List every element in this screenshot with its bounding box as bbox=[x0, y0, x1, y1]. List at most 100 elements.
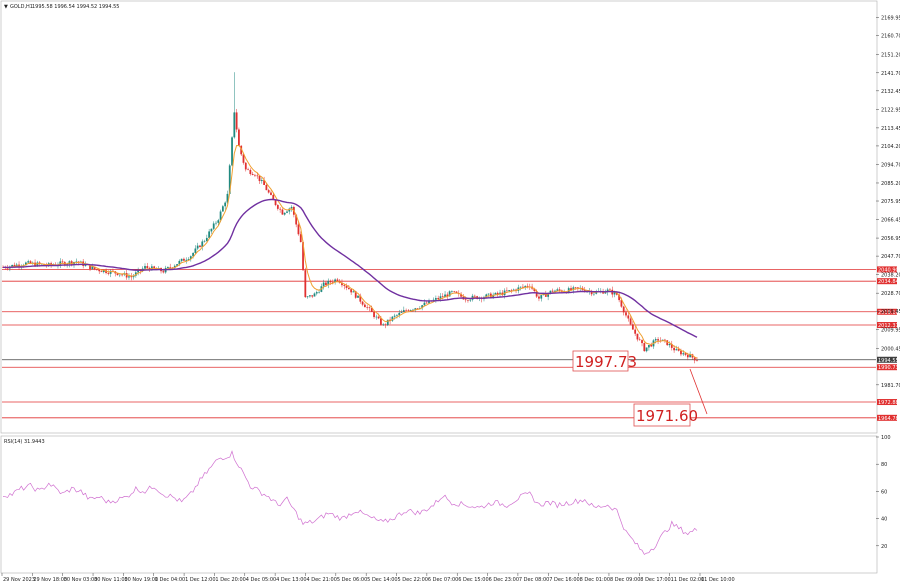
callout-1971-box bbox=[633, 403, 691, 427]
candle-body bbox=[393, 315, 396, 317]
candle-body bbox=[162, 271, 165, 273]
level-tag bbox=[877, 356, 897, 363]
rsi-label: RSI(14) 31.9443 bbox=[4, 439, 45, 445]
candle-body bbox=[618, 294, 621, 301]
candle-body bbox=[512, 289, 515, 291]
candle-body bbox=[189, 256, 192, 260]
price-tick-label: 2141.70 bbox=[881, 71, 900, 77]
candle-body bbox=[270, 192, 272, 195]
candle-body bbox=[27, 261, 30, 263]
candle-body bbox=[217, 220, 220, 223]
level-tag bbox=[877, 308, 897, 315]
candle-body bbox=[247, 169, 249, 170]
candle-body bbox=[572, 287, 575, 291]
candle-body bbox=[396, 315, 398, 316]
price-axis: 2169.95 2160.70 2151.20 2141.70 2132.45 2122.… bbox=[876, 16, 900, 389]
time-tick-label: 5 Dec 14:00 bbox=[367, 577, 397, 583]
candle-body bbox=[558, 289, 561, 291]
candle-body bbox=[368, 307, 371, 309]
candle-body bbox=[281, 209, 284, 215]
time-tick-label: 5 Dec 06:00 bbox=[337, 577, 367, 583]
candle-body bbox=[121, 274, 124, 276]
rsi-tick-label: 40 bbox=[881, 517, 887, 523]
moving-averages bbox=[2, 144, 698, 359]
time-tick-label: 7 Dec 08:00 bbox=[519, 577, 549, 583]
price-tick-label: 2132.45 bbox=[881, 89, 900, 95]
candle-body bbox=[70, 261, 73, 265]
candle-body bbox=[464, 299, 467, 301]
candle-body bbox=[609, 289, 611, 291]
candle-body bbox=[675, 349, 678, 351]
candle-body bbox=[210, 228, 213, 232]
price-tick-label: 2000.45 bbox=[881, 346, 900, 352]
candle-body bbox=[460, 293, 462, 297]
candle-body bbox=[508, 290, 511, 292]
candle-body bbox=[178, 260, 181, 265]
candle-body bbox=[329, 280, 332, 283]
candle-body bbox=[547, 293, 550, 297]
candle-body bbox=[437, 298, 440, 300]
level-tag bbox=[877, 399, 897, 406]
candle-body bbox=[634, 329, 637, 334]
price-tick-label: 2085.20 bbox=[881, 181, 900, 187]
candle-body bbox=[347, 287, 350, 290]
candle-body bbox=[373, 311, 375, 318]
ohlc-readout: 1995.58 1996.54 1994.52 1994.55 bbox=[32, 4, 119, 10]
candle-body bbox=[377, 316, 380, 319]
candle-body bbox=[625, 312, 627, 316]
candle-body bbox=[405, 310, 408, 311]
candle-body bbox=[686, 354, 689, 358]
candle-body bbox=[309, 295, 311, 297]
ma-slow-line bbox=[3, 198, 698, 338]
candle-body bbox=[416, 308, 419, 309]
candle-body bbox=[570, 288, 572, 291]
candle-body bbox=[302, 242, 304, 271]
candle-body bbox=[526, 285, 529, 287]
candle-body bbox=[668, 343, 671, 346]
candle-body bbox=[682, 353, 685, 355]
candle-body bbox=[91, 266, 94, 270]
candle-body bbox=[494, 292, 497, 295]
candle-body bbox=[263, 180, 266, 185]
rsi-pane: 100 80 60 40 20 bbox=[2, 435, 891, 555]
candle-body bbox=[505, 290, 508, 292]
candle-body bbox=[576, 287, 579, 289]
candle-body bbox=[684, 353, 687, 355]
callout-1971-text: 1971.60 bbox=[636, 407, 698, 425]
candle-body bbox=[643, 343, 646, 352]
candle-body bbox=[407, 310, 410, 312]
candle-body bbox=[228, 165, 231, 194]
header-arrow: ▼ bbox=[4, 4, 8, 10]
price-tick-label: 1981.70 bbox=[881, 383, 900, 389]
candle-body bbox=[242, 154, 245, 163]
price-tick-label: 2075.95 bbox=[881, 199, 900, 205]
candle-body bbox=[341, 282, 343, 286]
price-tick-label: 2066.45 bbox=[881, 218, 900, 224]
candle-body bbox=[260, 180, 263, 182]
candle-body bbox=[199, 245, 201, 248]
candle-body bbox=[13, 264, 16, 267]
candle-body bbox=[693, 357, 696, 361]
candle-body bbox=[613, 292, 616, 295]
level-tag bbox=[877, 364, 897, 371]
candle-body bbox=[311, 295, 314, 297]
candle-body bbox=[130, 276, 133, 278]
candle-body bbox=[469, 299, 472, 301]
level-tag-label: 2012.37 bbox=[878, 323, 899, 329]
candle-body bbox=[295, 214, 298, 225]
candle-body bbox=[153, 266, 156, 269]
time-tick-label: 6 Dec 23:00 bbox=[489, 577, 519, 583]
level-tag-label: 1964.78 bbox=[878, 416, 899, 422]
candle-body bbox=[146, 266, 149, 268]
level-tag-label: 2034.84 bbox=[878, 279, 899, 285]
symbol-label: GOLD,H1 bbox=[10, 4, 33, 10]
candle-body bbox=[304, 270, 307, 298]
candle-body bbox=[221, 206, 224, 212]
candle-body bbox=[75, 261, 78, 263]
candle-body bbox=[654, 339, 657, 341]
candle-body bbox=[664, 339, 666, 341]
price-tick-label: 2151.20 bbox=[881, 52, 900, 58]
candle-body bbox=[240, 145, 243, 155]
candle-body bbox=[267, 190, 270, 193]
